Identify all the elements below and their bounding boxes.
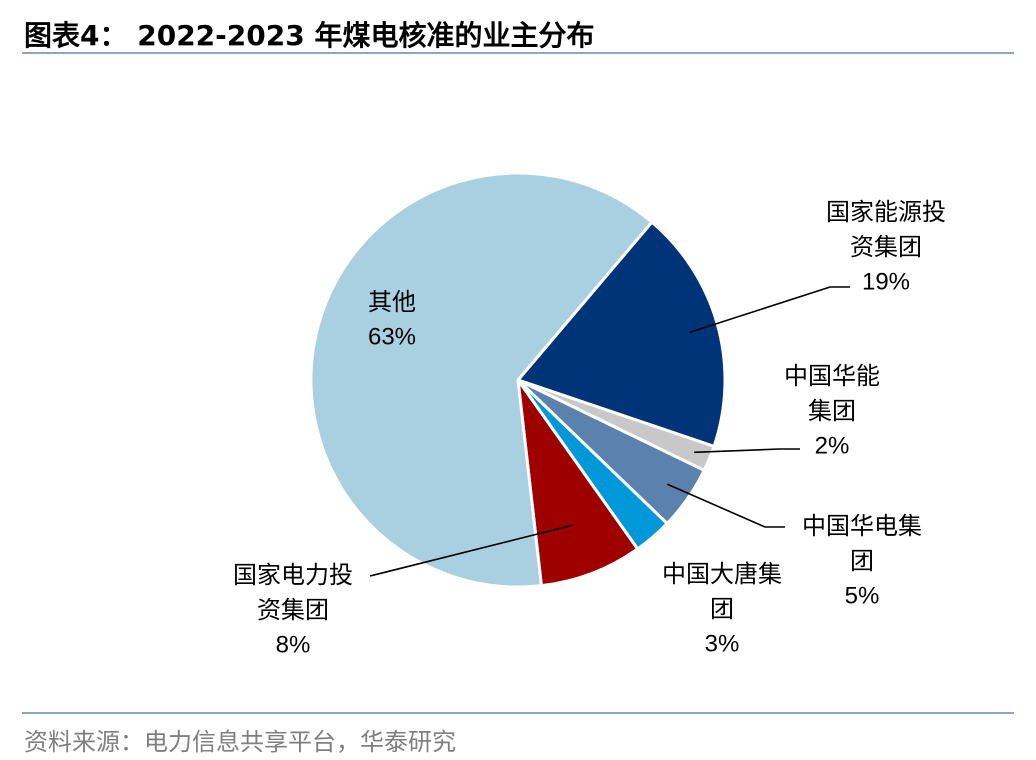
slice-name-label: 其他 (368, 288, 416, 316)
slice-name-label: 团 (710, 595, 734, 623)
source-divider (22, 712, 1014, 714)
slice-name-label: 国家能源投 (826, 198, 946, 226)
slice-name-label: 中国大唐集 (662, 560, 782, 588)
slice-value-label: 2% (815, 433, 850, 460)
pie-slice (516, 378, 640, 588)
slice-name-label: 集团 (808, 397, 856, 425)
slice-name-label: 国家电力投 (233, 561, 353, 589)
title-divider (22, 52, 1014, 54)
slice-value-label: 63% (368, 324, 416, 351)
chart-title: 图表4： 2022-2023 年煤电核准的业主分布 (24, 19, 595, 52)
slice-value-label: 8% (276, 632, 311, 659)
slice-name-label: 中国华电集 (802, 512, 922, 540)
slice-name-label: 资集团 (257, 596, 329, 624)
slice-name-label: 中国华能 (784, 362, 880, 390)
source-note: 资料来源：电力信息共享平台，华泰研究 (24, 728, 456, 756)
leader-line (369, 524, 574, 577)
slice-value-label: 19% (862, 269, 910, 296)
leader-line (667, 483, 785, 528)
leader-line (689, 286, 850, 334)
slice-value-label: 3% (705, 631, 740, 658)
slice-name-label: 团 (850, 547, 874, 575)
leader-line (694, 448, 800, 454)
pie-slice (516, 220, 727, 448)
slice-name-label: 资集团 (850, 233, 922, 261)
pie-slice (309, 171, 654, 589)
slice-value-label: 5% (845, 583, 880, 610)
